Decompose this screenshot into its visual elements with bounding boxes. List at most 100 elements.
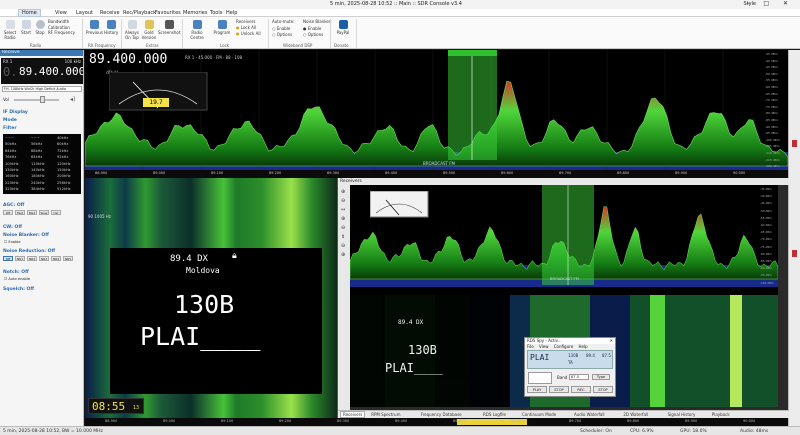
- program-button[interactable]: Program: [212, 20, 232, 35]
- nr-option-button[interactable]: NR4: [51, 256, 61, 261]
- filter-option[interactable]: 130kHz: [5, 168, 19, 172]
- style-menu[interactable]: Style: [743, 1, 756, 7]
- history-button[interactable]: History: [104, 20, 118, 35]
- dock-tab[interactable]: Signal History: [667, 412, 696, 417]
- dock-tab[interactable]: Playback: [711, 412, 730, 417]
- section-if-display[interactable]: IF Display: [3, 110, 28, 115]
- filter-option[interactable]: ~~~: [5, 136, 15, 140]
- bottom-frequency-axis[interactable]: 88.900 89.000 89.100 89.200 89.300 89.400 89.5…: [85, 418, 788, 426]
- dock-tool-icon[interactable]: ⊕: [341, 252, 346, 258]
- filter-option[interactable]: 320kHz: [5, 187, 19, 192]
- lock-all-button[interactable]: ● Lock All: [236, 25, 257, 30]
- filter-option[interactable]: 220kHz: [5, 180, 19, 185]
- section-cw[interactable]: CW: Off: [3, 225, 22, 230]
- filter-grid[interactable]: ~~~ ~~~ 40kHz 50kHz 56kHz 60kHz 64kHz 68kHz 72kH…: [3, 134, 81, 194]
- paypal-button[interactable]: PayPal: [334, 20, 352, 35]
- screenshot-button[interactable]: Screenshot: [158, 20, 180, 35]
- mode-dropdown[interactable]: FH, 108kHz WxCh High Deficit Audio: [2, 86, 82, 92]
- filter-option[interactable]: 160kHz: [5, 174, 19, 179]
- spectrum-plot[interactable]: [85, 50, 788, 178]
- level-marker[interactable]: [792, 140, 797, 147]
- dock-tool-icon[interactable]: ⊖: [341, 225, 346, 231]
- frequency-scale[interactable]: 88.900 89.000 89.100 89.200 89.300 89.400 89.5…: [85, 170, 788, 178]
- dock-tool-icon[interactable]: ⊕: [341, 189, 346, 195]
- section-agc[interactable]: AGC: Off: [3, 203, 25, 208]
- rds-spy-menu-configure[interactable]: Configure: [553, 344, 574, 349]
- agc-option-button[interactable]: Off: [3, 210, 13, 215]
- dock-tab[interactable]: RDS Logfile: [483, 412, 506, 417]
- volume-slider[interactable]: [14, 99, 59, 101]
- rds-spy-menu-view[interactable]: View: [538, 344, 549, 349]
- menu-home[interactable]: Home: [18, 9, 41, 17]
- dock-tool-icon[interactable]: ⇕: [341, 234, 346, 240]
- previous-button[interactable]: Previous: [86, 20, 103, 35]
- agc-option-button[interactable]: Usr: [51, 210, 61, 215]
- menu-receive[interactable]: Receive: [100, 10, 120, 16]
- nr-option-button[interactable]: NR3: [39, 256, 49, 261]
- section-notch[interactable]: Notch: Off: [3, 270, 29, 275]
- rds-spy-menu-file[interactable]: File: [527, 344, 534, 349]
- filter-option[interactable]: 120kHz: [57, 161, 71, 166]
- select-radio-button[interactable]: Select Radio: [2, 20, 18, 40]
- filter-option[interactable]: 200kHz: [57, 174, 71, 179]
- menu-view[interactable]: View: [55, 10, 67, 16]
- menu-help[interactable]: Help: [226, 10, 238, 16]
- band-handle[interactable]: [448, 50, 497, 56]
- section-filter[interactable]: Filter: [3, 126, 17, 131]
- radio-centre-button[interactable]: Radio Centre: [185, 20, 209, 40]
- dock-tab[interactable]: Audio Waterfall: [574, 412, 605, 417]
- section-squelch[interactable]: Squelch: Off: [3, 287, 34, 292]
- rds-spy-stop2-button[interactable]: STOP: [593, 386, 613, 393]
- gold-version-button[interactable]: Gold Version: [141, 20, 157, 40]
- rds-spy-menu-help[interactable]: Help: [578, 344, 588, 349]
- auto-mute-enable[interactable]: ○ Enable: [272, 25, 291, 31]
- filter-option[interactable]: 256kHz: [57, 180, 71, 185]
- filter-option[interactable]: 56kHz: [31, 142, 43, 147]
- filter-option[interactable]: 40kHz: [57, 136, 69, 140]
- dock-tab[interactable]: RPM Spectrum: [371, 412, 401, 417]
- rds-spy-rec-button[interactable]: REC: [571, 386, 591, 393]
- filter-option[interactable]: 72kHz: [57, 148, 69, 153]
- rds-spy-band-select[interactable]: 87.5: [569, 374, 589, 380]
- section-noise-blanker[interactable]: Noise Blanker: Off: [3, 233, 49, 238]
- filter-option[interactable]: 240kHz: [31, 180, 45, 185]
- rf-frequency-button[interactable]: RF Frequency: [48, 30, 76, 35]
- dock-tab[interactable]: Receivers: [340, 411, 366, 418]
- level-marker[interactable]: [792, 250, 797, 257]
- nr-option-button[interactable]: Off: [3, 256, 13, 261]
- auto-mute-options[interactable]: ○ Options: [272, 32, 293, 37]
- rds-spy-type-button[interactable]: Type: [592, 374, 610, 380]
- always-on-top-button[interactable]: Always On Top: [124, 20, 140, 40]
- section-noise-reduction[interactable]: Noise Reduction: Off: [3, 249, 56, 254]
- dock-tab[interactable]: Continuum Mode: [522, 412, 557, 417]
- agc-option-button[interactable]: Slow: [39, 210, 49, 215]
- bandwidth-button[interactable]: Bandwidth: [48, 19, 70, 24]
- unlock-all-button[interactable]: ● Unlock All: [236, 31, 261, 36]
- filter-option[interactable]: 150kHz: [57, 168, 71, 172]
- filter-option[interactable]: 84kHz: [31, 155, 43, 160]
- nb-enable[interactable]: ● Enable: [303, 25, 322, 31]
- rds-spy-play-button[interactable]: PLAY: [527, 386, 547, 393]
- window-controls[interactable]: – □ ✕: [746, 0, 794, 7]
- nr-option-button[interactable]: NR5: [63, 256, 73, 261]
- start-button[interactable]: Start: [20, 20, 32, 35]
- dock-tool-icon[interactable]: ⊖: [341, 243, 346, 249]
- menu-rec-playback[interactable]: Rec/Playback: [123, 10, 157, 16]
- nb-enable-checkbox[interactable]: ☐ Enable: [4, 240, 21, 244]
- section-mode[interactable]: Mode: [3, 118, 17, 123]
- filter-option[interactable]: 384kHz: [31, 187, 45, 192]
- menu-layout[interactable]: Layout: [76, 10, 93, 16]
- agc-option-button[interactable]: Fast: [15, 210, 25, 215]
- menu-favourites[interactable]: Favourites: [155, 10, 181, 16]
- menu-memories[interactable]: Memories: [183, 10, 208, 16]
- filter-option[interactable]: 64kHz: [5, 148, 17, 153]
- speaker-icon[interactable]: ◂): [70, 96, 76, 103]
- dock-tool-icon[interactable]: ⊖: [341, 198, 346, 204]
- filter-option[interactable]: 110kHz: [31, 161, 45, 166]
- rds-spy-titlebar[interactable]: RDS Spy - Activ... ✕: [525, 338, 615, 344]
- agc-option-button[interactable]: Med: [27, 210, 37, 215]
- filter-option[interactable]: 100kHz: [5, 161, 19, 166]
- rds-spy-stop-button[interactable]: STOP: [549, 386, 569, 393]
- filter-option[interactable]: 60kHz: [57, 142, 69, 147]
- close-icon[interactable]: ✕: [609, 338, 613, 343]
